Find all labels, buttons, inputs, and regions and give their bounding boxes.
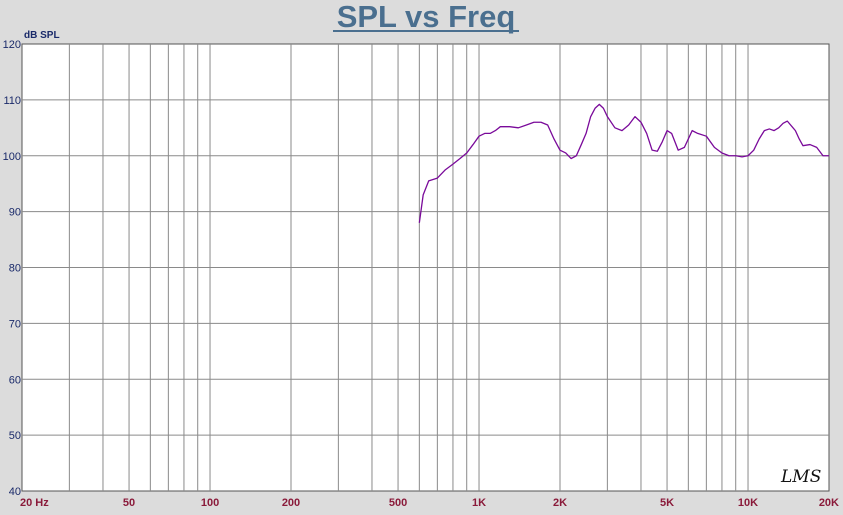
x-tick-label: 200 bbox=[282, 497, 300, 509]
x-tick-labels: 20 Hz 50 100 200 500 1K 2K 5K 10K 20K bbox=[20, 497, 839, 509]
lms-logo: LMS bbox=[780, 467, 821, 487]
y-tick-label: 110 bbox=[3, 95, 21, 107]
spl-series-line bbox=[418, 103, 829, 223]
y-tick-label: 60 bbox=[9, 374, 21, 386]
x-tick-label: 10K bbox=[738, 497, 758, 509]
y-axis-label: dB SPL bbox=[24, 30, 60, 41]
x-tick-label: 5K bbox=[660, 497, 674, 509]
x-tick-label: 2K bbox=[553, 497, 567, 509]
x-tick-label: 100 bbox=[201, 497, 219, 509]
y-tick-label: 80 bbox=[9, 263, 21, 275]
y-tick-labels: 120 110 100 90 80 70 60 50 40 bbox=[3, 39, 21, 498]
x-tick-label: 20K bbox=[819, 497, 839, 509]
y-tick-label: 70 bbox=[9, 318, 21, 330]
y-tick-label: 100 bbox=[3, 151, 21, 163]
x-tick-label: 50 bbox=[123, 497, 135, 509]
grid-lines bbox=[22, 44, 829, 491]
y-tick-label: 120 bbox=[3, 39, 21, 51]
y-tick-label: 40 bbox=[9, 486, 21, 498]
chart-title: SPL vs Freq bbox=[337, 0, 516, 34]
x-tick-label: 500 bbox=[389, 497, 407, 509]
y-tick-label: 90 bbox=[9, 207, 21, 219]
y-tick-label: 50 bbox=[9, 430, 21, 442]
series-layer bbox=[418, 103, 829, 223]
x-tick-label: 20 Hz bbox=[20, 497, 49, 509]
x-tick-label: 1K bbox=[472, 497, 486, 509]
